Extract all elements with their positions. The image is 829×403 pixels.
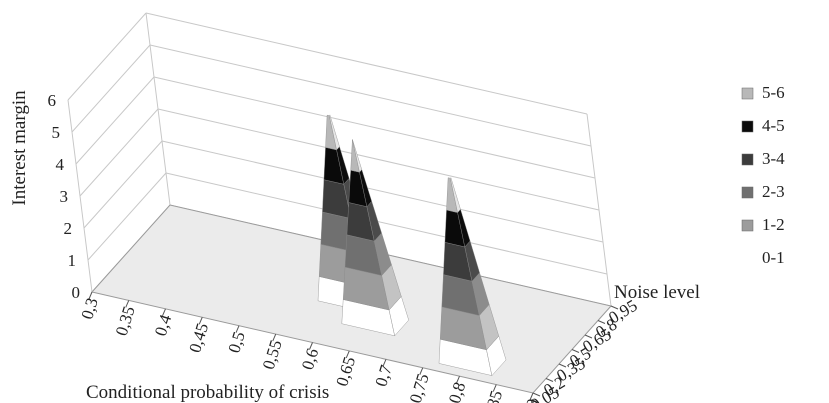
y-tick-mark	[584, 334, 593, 339]
z-tick-label: 1	[68, 251, 77, 270]
left-wall-gridline	[79, 108, 159, 197]
x-tick-mark	[309, 342, 313, 350]
x-axis-title: Conditional probability of crisis	[86, 382, 329, 403]
legend-label: 1-2	[762, 215, 785, 234]
x-tick-label: 0,8	[445, 380, 469, 403]
x-tick-label: 0,7	[371, 362, 396, 388]
back-wall-gridline	[153, 76, 596, 179]
left-wall-gridline	[87, 172, 167, 261]
peak-band-side	[450, 177, 461, 214]
y-tick-mark	[545, 378, 554, 382]
x-tick-label: 0,85	[479, 388, 506, 403]
peak-band-side	[352, 139, 363, 173]
z-axis-title: Interest margin	[9, 90, 30, 206]
legend-swatch	[741, 120, 754, 133]
x-tick-label: 0,35	[112, 304, 139, 338]
x-tick-mark	[198, 317, 203, 325]
x-tick-mark	[492, 384, 497, 392]
chart-walls	[67, 12, 612, 307]
z-tick-label: 6	[48, 91, 57, 110]
x-tick-mark	[235, 325, 240, 333]
x-tick-label: 0,65	[332, 355, 359, 389]
left-wall-gridline	[83, 140, 163, 229]
legend-label: 4-5	[762, 116, 785, 135]
x-tick-label: 0,5	[224, 329, 248, 355]
x-tick-mark	[529, 392, 534, 401]
x-tick-label: 0,4	[151, 312, 176, 338]
surface-peak	[341, 139, 409, 337]
surface-peaks	[317, 114, 507, 377]
legend-swatch	[741, 87, 754, 100]
legend-label: 0-1	[762, 248, 785, 267]
y-tick-mark	[571, 349, 580, 353]
left-wall-gridline	[71, 44, 151, 133]
back-wall-gridline	[161, 140, 604, 243]
back-wall-gridline	[145, 12, 588, 115]
x-tick-label: 0,9	[518, 397, 542, 403]
surface-peak	[438, 177, 507, 377]
legend: 5-6 4-5 3-4 2-3 1-2 0-1	[741, 83, 785, 267]
x-tick-label: 0,45	[185, 321, 212, 355]
x-tick-label: 0,75	[406, 371, 433, 403]
y-tick-mark	[610, 305, 619, 310]
x-tick-mark	[456, 375, 460, 384]
legend-swatch	[741, 153, 754, 166]
x-tick-mark	[419, 367, 424, 375]
x-tick-mark	[162, 308, 166, 317]
z-tick-label: 3	[60, 187, 69, 206]
x-tick-label: 0,55	[259, 338, 286, 372]
left-wall-gridline	[75, 76, 155, 165]
legend-label: 5-6	[762, 83, 785, 102]
z-tick-label: 4	[56, 155, 65, 174]
wall-edge	[67, 99, 93, 293]
peak-band-side	[329, 114, 340, 151]
x-tick-mark	[382, 359, 387, 367]
back-wall-gridline	[157, 108, 600, 211]
legend-swatch	[742, 253, 753, 264]
y-axis-title: Noise level	[614, 282, 700, 303]
z-tick-label: 5	[52, 123, 61, 142]
x-tick-label: 0,3	[77, 296, 101, 322]
x-tick-mark	[272, 333, 277, 342]
peak-band-front	[350, 139, 360, 173]
x-tick-mark	[345, 350, 350, 359]
wall-edge	[586, 113, 612, 307]
back-wall-gridline	[149, 44, 592, 147]
x-tick-mark	[125, 300, 130, 308]
x-tick-label: 0,6	[298, 346, 322, 372]
left-wall-gridline	[67, 12, 147, 101]
z-tick-label: 2	[64, 219, 73, 238]
wall-edge	[145, 12, 171, 206]
legend-label: 3-4	[762, 149, 785, 168]
legend-swatch	[741, 219, 754, 232]
y-tick-mark	[532, 392, 541, 397]
x-tick-mark	[88, 291, 93, 300]
z-tick-label: 0	[72, 283, 81, 302]
y-tick-mark	[558, 363, 567, 368]
y-tick-mark	[597, 320, 606, 324]
legend-swatch	[741, 186, 754, 199]
legend-label: 2-3	[762, 182, 785, 201]
z-axis-ticks: 0 1 2 3 4 5 6	[48, 91, 81, 302]
back-wall-gridline	[165, 172, 608, 275]
